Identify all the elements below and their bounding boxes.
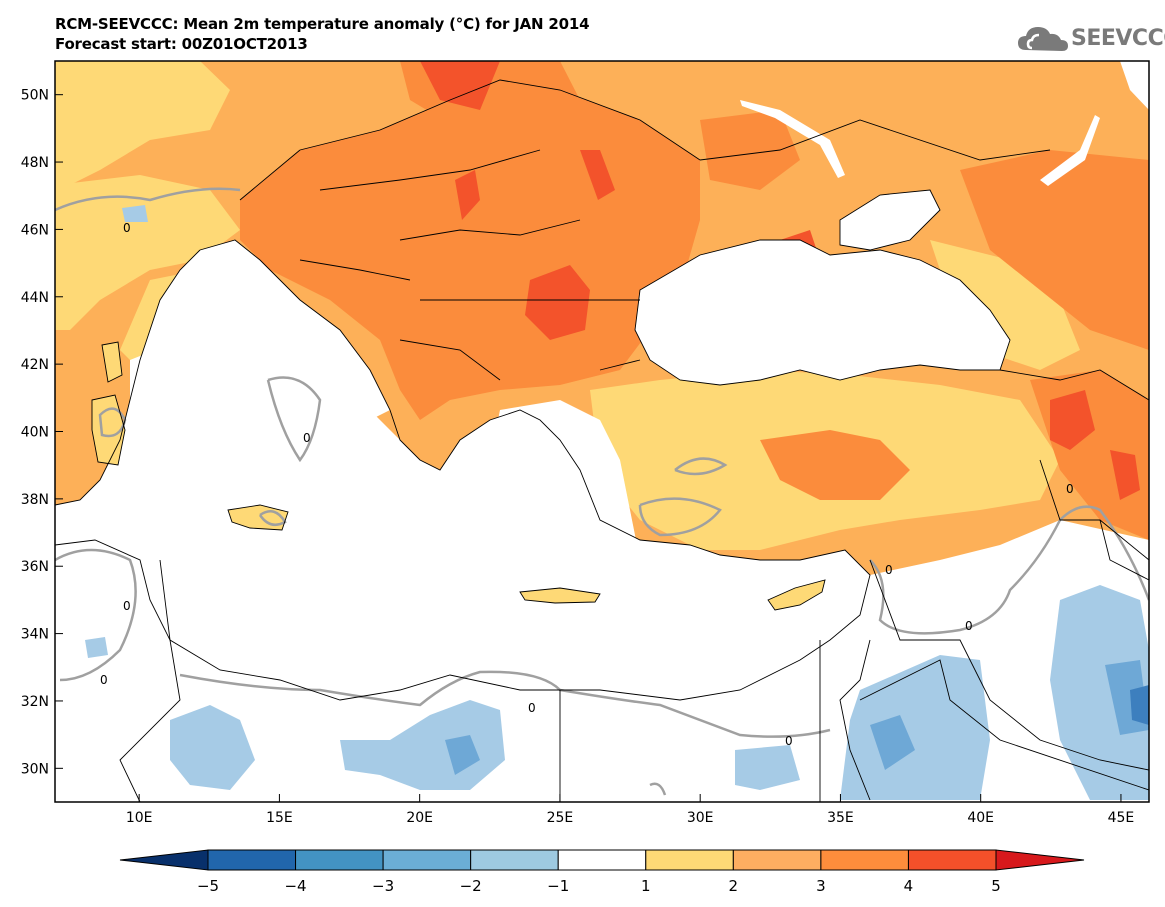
anomaly-patch-red-romania [525, 265, 590, 340]
colorbar-label: 5 [991, 877, 1001, 895]
colorbar-swatch [470, 849, 559, 871]
contour-labels: 0 0 0 0 0 0 0 0 0 [100, 221, 1074, 748]
anomaly-patch-red-east [1110, 450, 1140, 500]
y-tick-label: 40N [21, 425, 49, 441]
anomaly-patch-red-moldova [580, 150, 615, 200]
contour-label: 0 [303, 431, 311, 445]
axis-labels: 10E 15E 20E 25E 30E 35E 40E 45E 30N 32N 34N 36N 38N 4… [21, 88, 1135, 826]
chart-title: RCM-SEEVCCC: Mean 2m temperature anomaly… [55, 15, 590, 33]
sea-black [635, 240, 1010, 385]
sea-aegean [490, 400, 640, 580]
y-tick-label: 36N [21, 559, 49, 575]
seevccc-logo: SEEVCCC [1018, 22, 1165, 56]
colorbar-label: 1 [641, 877, 651, 895]
colorbar-label: −4 [284, 877, 306, 895]
chart-subtitle: Forecast start: 00Z01OCT2013 [55, 35, 308, 53]
colorbar-extend-high [995, 849, 1085, 871]
sea-mediterranean [55, 250, 870, 700]
contour-label: 0 [885, 563, 893, 577]
anomaly-patch-blue-darker-1 [445, 735, 480, 775]
coastlines-and-borders [55, 79, 1149, 802]
colorbar-swatch [907, 849, 997, 871]
x-tick-label: 15E [266, 810, 293, 826]
anomaly-patch-yellow-alps [55, 175, 240, 330]
contour-label: 0 [123, 221, 131, 235]
contour-label: 0 [100, 673, 108, 687]
colorbar-swatch [732, 849, 822, 871]
colorbar-label: 3 [816, 877, 826, 895]
contour-label: 0 [123, 599, 131, 613]
anomaly-patch-blue-tunisia [85, 637, 108, 658]
y-tick-label: 38N [21, 492, 49, 508]
anomaly-patch-yellow-east [930, 240, 1080, 370]
x-tick-label: 35E [827, 810, 854, 826]
colorbar-swatch [820, 849, 909, 871]
anomaly-patch-orange-russia [960, 150, 1149, 350]
zero-contours [55, 187, 1149, 796]
y-tick-label: 30N [21, 761, 49, 777]
anomaly-patch-blue-darker-2 [870, 715, 915, 770]
anomaly-patch-blue-darkest [1130, 685, 1149, 725]
colorbar-label: −2 [460, 877, 482, 895]
y-tick-label: 34N [21, 627, 49, 643]
sea-tyrrhenian [130, 340, 300, 480]
colorbar-label: −3 [372, 877, 394, 895]
anomaly-patch-blue-iraq [1050, 585, 1149, 800]
map-field: 0 0 0 0 0 0 0 0 0 [55, 61, 1149, 802]
contour-label: 0 [1066, 482, 1074, 496]
anomaly-patch-blue-alps [122, 205, 148, 222]
anomaly-patch-yellow-west [55, 61, 230, 190]
x-tick-label: 45E [1108, 810, 1135, 826]
y-tick-label: 44N [21, 290, 49, 306]
river-streak-east [1040, 115, 1100, 186]
anomaly-patch-orange-balkans [240, 80, 700, 420]
anomaly-patch-blue-libya [170, 705, 255, 790]
y-tick-label: 46N [21, 222, 49, 238]
island-crete [520, 588, 600, 603]
contour-label: 0 [528, 701, 536, 715]
colorbar: −5 −4 −3 −2 −1 1 2 3 4 5 [119, 849, 1085, 895]
anomaly-patch-red-poland [420, 61, 500, 110]
colorbar-swatch [557, 849, 647, 871]
logo-text: SEEVCCC [1071, 26, 1165, 51]
y-tick-label: 50N [21, 88, 49, 104]
anomaly-patch-orange-turkey [760, 430, 910, 500]
x-tick-label: 20E [406, 810, 433, 826]
anomaly-patch-orange-ukraine [700, 110, 800, 190]
cloud-icon [1018, 27, 1068, 51]
contour-label: 0 [785, 734, 793, 748]
colorbar-swatch [382, 849, 472, 871]
colorbar-swatch [207, 849, 297, 871]
anomaly-patch-blue-egypt [735, 745, 800, 790]
x-tick-label: 10E [126, 810, 153, 826]
colorbar-swatch [295, 849, 384, 871]
contour-label: 0 [965, 619, 973, 633]
colorbar-label: −5 [197, 877, 219, 895]
river-streak [740, 100, 845, 178]
x-tick-label: 40E [967, 810, 994, 826]
x-tick-label: 25E [547, 810, 574, 826]
colorbar-label: −1 [547, 877, 569, 895]
y-tick-label: 48N [21, 155, 49, 171]
anomaly-patch-red-hungary [455, 170, 480, 220]
anomaly-patch-red-caucasus [1050, 390, 1095, 450]
colorbar-label: 4 [904, 877, 914, 895]
island-corsica [102, 342, 122, 382]
island-cyprus [768, 580, 825, 610]
y-tick-label: 32N [21, 694, 49, 710]
x-tick-label: 30E [687, 810, 714, 826]
y-tick-label: 42N [21, 357, 49, 373]
colorbar-extend-low [119, 849, 209, 871]
colorbar-swatch [645, 849, 734, 871]
sea-caspian [1120, 61, 1149, 110]
sea-adriatic [200, 240, 390, 420]
colorbar-label: 2 [729, 877, 739, 895]
